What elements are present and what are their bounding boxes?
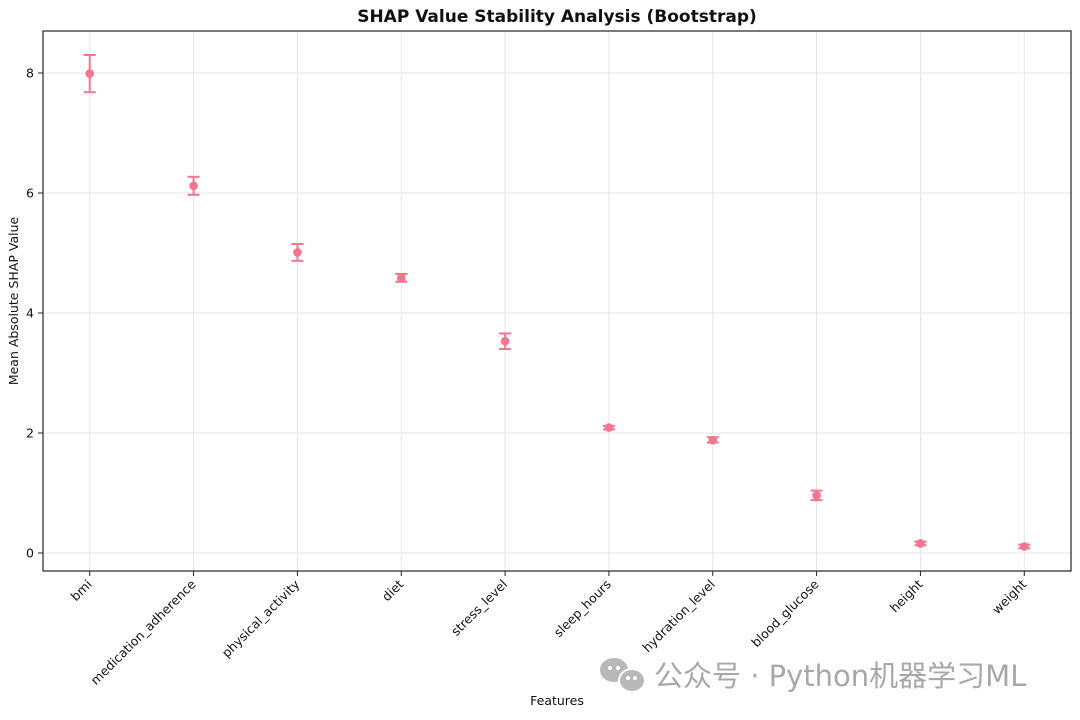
x-tick-label-weight: weight bbox=[989, 576, 1029, 616]
x-tick-label-bmi: bmi bbox=[68, 577, 95, 604]
x-tick-label-sleep_hours: sleep_hours bbox=[551, 577, 614, 640]
x-tick-label-height: height bbox=[887, 576, 926, 615]
data-point-stress_level bbox=[500, 336, 510, 346]
x-tick-label-medication_adherence: medication_adherence bbox=[87, 576, 198, 687]
y-tick-label-1: 2 bbox=[26, 426, 34, 441]
data-point-diet bbox=[396, 273, 406, 283]
data-point-height bbox=[916, 539, 925, 548]
y-axis-label: Mean Absolute SHAP Value bbox=[6, 217, 21, 386]
y-tick-label-3: 6 bbox=[26, 186, 34, 201]
data-point-bmi bbox=[85, 69, 95, 78]
x-tick-label-hydration_level: hydration_level bbox=[639, 577, 717, 655]
grid-layer bbox=[43, 31, 1071, 571]
data-point-sleep_hours bbox=[604, 423, 614, 432]
plot-frame bbox=[42, 30, 1072, 572]
x-axis-label: Features bbox=[530, 693, 584, 708]
wechat-icon bbox=[600, 656, 646, 693]
watermark-text: 公众号 · Python机器学习ML bbox=[654, 659, 1027, 693]
x-tick-label-blood_glucose: blood_glucose bbox=[748, 576, 822, 650]
data-point-hydration_level bbox=[708, 435, 718, 445]
data-point-blood_glucose bbox=[812, 491, 821, 500]
data-point-medication_adherence bbox=[189, 181, 198, 191]
x-tick-label-diet: diet bbox=[379, 576, 407, 604]
data-point-physical_activity bbox=[293, 248, 302, 257]
data-point-weight bbox=[1019, 542, 1029, 551]
y-tick-label-4: 8 bbox=[26, 66, 34, 81]
point-layer bbox=[85, 69, 1029, 551]
chart-title: SHAP Value Stability Analysis (Bootstrap… bbox=[357, 7, 757, 27]
x-tick-label-stress_level: stress_level bbox=[448, 577, 510, 639]
x-tick-label-physical_activity: physical_activity bbox=[219, 576, 303, 660]
y-tick-label-2: 4 bbox=[26, 306, 34, 321]
y-tick-label-0: 0 bbox=[26, 546, 34, 561]
watermark: 公众号 · Python机器学习ML bbox=[600, 652, 1026, 696]
plot-background bbox=[43, 31, 1071, 571]
